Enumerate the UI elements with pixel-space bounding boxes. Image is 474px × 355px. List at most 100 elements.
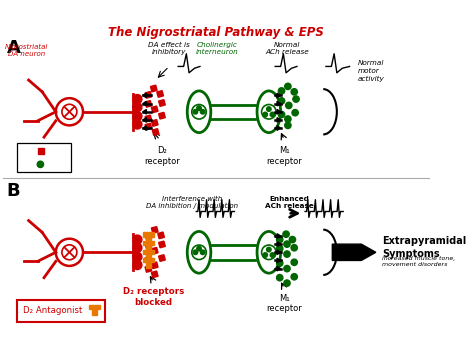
Polygon shape xyxy=(277,126,281,130)
FancyBboxPatch shape xyxy=(17,300,105,322)
Circle shape xyxy=(133,112,142,121)
Circle shape xyxy=(270,253,275,257)
Circle shape xyxy=(270,112,275,117)
Bar xyxy=(145,100,152,107)
Bar xyxy=(146,242,151,251)
Bar xyxy=(158,232,164,239)
Bar xyxy=(146,260,151,268)
Polygon shape xyxy=(277,118,281,122)
Circle shape xyxy=(291,245,297,251)
Circle shape xyxy=(291,259,297,266)
Circle shape xyxy=(289,236,296,243)
Circle shape xyxy=(193,250,198,255)
Bar xyxy=(143,240,154,245)
Circle shape xyxy=(201,109,205,114)
Circle shape xyxy=(197,106,201,110)
Bar xyxy=(151,106,158,113)
Bar xyxy=(145,242,152,248)
Circle shape xyxy=(291,274,297,280)
Circle shape xyxy=(285,122,291,129)
Circle shape xyxy=(197,246,201,251)
Polygon shape xyxy=(143,101,146,106)
Bar xyxy=(143,250,154,254)
Circle shape xyxy=(293,96,299,102)
Bar xyxy=(145,233,152,240)
Polygon shape xyxy=(277,234,281,238)
Polygon shape xyxy=(277,93,281,98)
Bar xyxy=(146,234,151,242)
Text: Cholinergic
interneuron: Cholinergic interneuron xyxy=(196,42,238,55)
Circle shape xyxy=(276,260,283,266)
Bar xyxy=(145,123,152,130)
Circle shape xyxy=(133,243,142,252)
Bar xyxy=(151,262,158,269)
Text: D₂ receptors
blocked: D₂ receptors blocked xyxy=(123,287,184,307)
FancyBboxPatch shape xyxy=(17,143,71,171)
Text: The Nigrostriatal Pathway & EPS: The Nigrostriatal Pathway & EPS xyxy=(109,26,324,39)
Circle shape xyxy=(286,102,292,109)
Circle shape xyxy=(278,98,285,104)
Text: D₂
receptor: D₂ receptor xyxy=(144,146,180,166)
Text: Enhanced
ACh release: Enhanced ACh release xyxy=(265,196,314,209)
Circle shape xyxy=(285,116,291,122)
Bar xyxy=(145,266,152,272)
Bar xyxy=(159,255,165,261)
Bar xyxy=(151,271,158,278)
Circle shape xyxy=(284,280,290,286)
Text: increased muscle tone,
movement disorders: increased muscle tone, movement disorder… xyxy=(382,256,456,267)
Circle shape xyxy=(276,274,283,281)
Circle shape xyxy=(263,112,267,117)
Circle shape xyxy=(284,241,290,247)
Circle shape xyxy=(133,120,142,129)
Circle shape xyxy=(133,235,142,244)
Bar xyxy=(145,92,152,98)
Text: DA: DA xyxy=(23,151,34,160)
Text: A: A xyxy=(7,39,21,57)
Polygon shape xyxy=(277,101,281,106)
Bar xyxy=(150,85,157,92)
FancyArrow shape xyxy=(332,244,376,261)
Circle shape xyxy=(292,109,298,116)
Circle shape xyxy=(276,236,283,243)
Circle shape xyxy=(291,89,297,95)
Text: Normal
ACh release: Normal ACh release xyxy=(265,42,309,55)
Bar xyxy=(143,258,154,262)
Bar xyxy=(152,129,159,135)
Text: ACh: ACh xyxy=(23,160,38,169)
Text: M₁
receptor: M₁ receptor xyxy=(266,294,302,313)
Circle shape xyxy=(193,109,198,114)
Bar xyxy=(37,148,44,154)
Polygon shape xyxy=(277,250,281,255)
Polygon shape xyxy=(277,258,281,263)
Circle shape xyxy=(278,88,285,94)
Text: Interference with
DA inhibition / modulation: Interference with DA inhibition / modula… xyxy=(146,196,238,209)
Circle shape xyxy=(263,253,267,257)
Bar xyxy=(151,247,158,254)
Circle shape xyxy=(284,251,290,257)
Circle shape xyxy=(133,103,142,112)
Circle shape xyxy=(276,246,283,252)
Polygon shape xyxy=(143,109,146,114)
Polygon shape xyxy=(143,93,146,98)
Circle shape xyxy=(284,266,290,272)
Bar xyxy=(159,113,165,119)
Circle shape xyxy=(133,252,142,261)
Text: Extrapyramidal
Symptoms: Extrapyramidal Symptoms xyxy=(382,236,466,259)
Polygon shape xyxy=(277,266,281,271)
Bar xyxy=(145,257,152,263)
Bar xyxy=(159,100,165,106)
Circle shape xyxy=(201,250,205,255)
Polygon shape xyxy=(143,126,146,130)
Bar xyxy=(146,251,151,260)
Polygon shape xyxy=(277,109,281,114)
Text: Nigrostriatal
DA neuron: Nigrostriatal DA neuron xyxy=(5,44,48,58)
Circle shape xyxy=(283,231,289,237)
Bar xyxy=(157,91,164,97)
Circle shape xyxy=(266,107,271,111)
Circle shape xyxy=(37,161,44,168)
Bar xyxy=(92,307,98,315)
Bar xyxy=(89,305,100,310)
Circle shape xyxy=(285,83,291,89)
Polygon shape xyxy=(143,118,146,122)
Circle shape xyxy=(266,247,271,252)
